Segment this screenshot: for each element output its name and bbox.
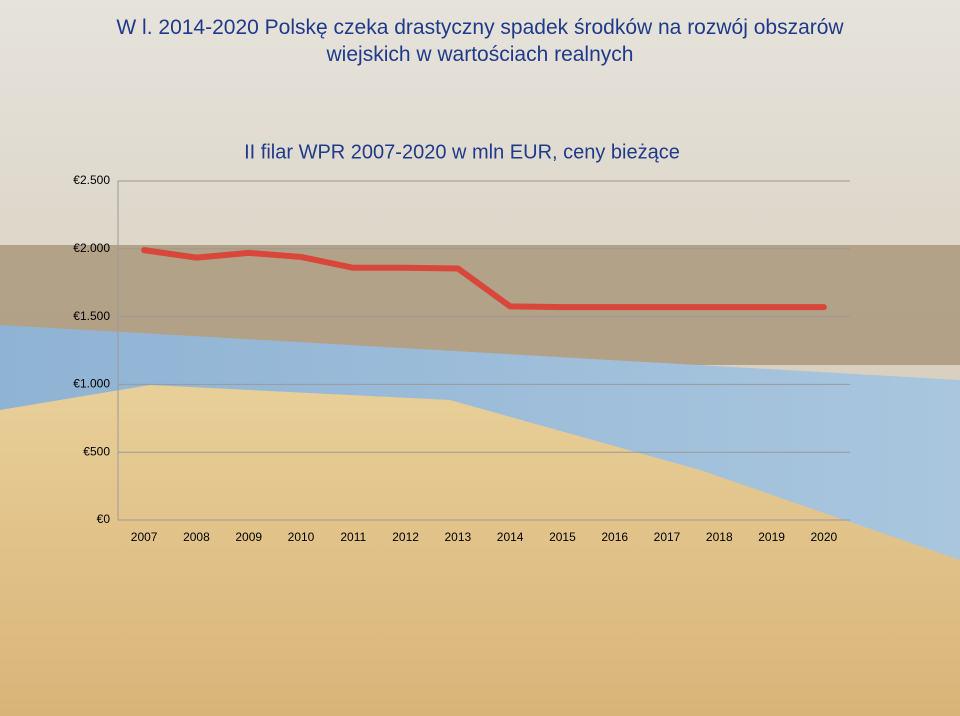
x-tick-label: 2018 bbox=[706, 530, 733, 544]
x-tick-label: 2015 bbox=[549, 530, 576, 544]
x-tick-label: 2010 bbox=[288, 530, 315, 544]
chart-title: II filar WPR 2007-2020 w mln EUR, ceny b… bbox=[244, 141, 680, 163]
x-tick-label: 2009 bbox=[235, 530, 262, 544]
y-tick-label: €500 bbox=[83, 444, 110, 458]
x-tick-label: 2008 bbox=[183, 530, 210, 544]
y-tick-label: €2.500 bbox=[73, 173, 110, 187]
x-tick-label: 2013 bbox=[445, 530, 472, 544]
slide-title: W l. 2014-2020 Polskę czeka drastyczny s… bbox=[116, 16, 844, 66]
x-tick-label: 2011 bbox=[340, 530, 366, 544]
y-tick-label: €0 bbox=[97, 512, 111, 526]
x-tick-label: 2019 bbox=[758, 530, 785, 544]
y-tick-label: €1.500 bbox=[73, 309, 110, 323]
x-tick-label: 2012 bbox=[392, 530, 419, 544]
x-tick-label: 2016 bbox=[601, 530, 628, 544]
x-tick-label: 2007 bbox=[131, 530, 158, 544]
y-tick-label: €1.000 bbox=[73, 377, 110, 391]
x-tick-label: 2014 bbox=[497, 530, 524, 544]
data-line bbox=[141, 247, 827, 311]
y-tick-label: €2.000 bbox=[73, 241, 110, 255]
x-tick-label: 2020 bbox=[811, 530, 838, 544]
x-tick-label: 2017 bbox=[654, 530, 681, 544]
